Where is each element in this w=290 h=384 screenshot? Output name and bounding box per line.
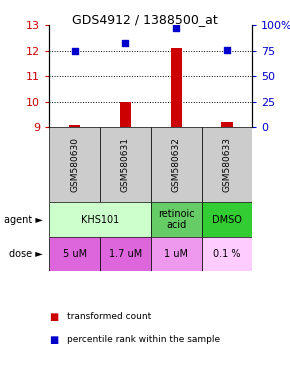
Text: KHS101: KHS101: [81, 215, 119, 225]
Point: [72, 48, 77, 54]
Bar: [100, 127, 151, 202]
Text: 1.7 uM: 1.7 uM: [109, 249, 142, 259]
Bar: [49, 237, 100, 271]
Point: [224, 46, 229, 53]
Text: agent ►: agent ►: [4, 215, 43, 225]
Bar: [69, 125, 80, 127]
Text: GSM580630: GSM580630: [70, 137, 79, 192]
Text: GSM580633: GSM580633: [222, 137, 231, 192]
Text: GSM580632: GSM580632: [172, 137, 181, 192]
Bar: [202, 202, 252, 237]
Text: DMSO: DMSO: [212, 215, 242, 225]
Text: ■: ■: [49, 312, 59, 322]
Text: 1 uM: 1 uM: [164, 249, 188, 259]
Bar: [221, 122, 233, 127]
Text: dose ►: dose ►: [10, 249, 43, 259]
Point: [174, 25, 179, 31]
Bar: [100, 237, 151, 271]
Bar: [151, 237, 202, 271]
Text: transformed count: transformed count: [67, 312, 151, 321]
Text: percentile rank within the sample: percentile rank within the sample: [67, 335, 220, 344]
Bar: [151, 127, 202, 202]
Bar: [120, 102, 131, 127]
Bar: [171, 48, 182, 127]
Bar: [202, 127, 252, 202]
Text: GSM580631: GSM580631: [121, 137, 130, 192]
Text: ■: ■: [49, 335, 59, 345]
Bar: [49, 127, 100, 202]
Text: retinoic
acid: retinoic acid: [158, 209, 195, 230]
Bar: [202, 237, 252, 271]
Text: GDS4912 / 1388500_at: GDS4912 / 1388500_at: [72, 13, 218, 26]
Text: 0.1 %: 0.1 %: [213, 249, 241, 259]
Text: 5 uM: 5 uM: [63, 249, 87, 259]
Bar: [151, 202, 202, 237]
Point: [123, 40, 128, 46]
Bar: [49, 202, 151, 237]
